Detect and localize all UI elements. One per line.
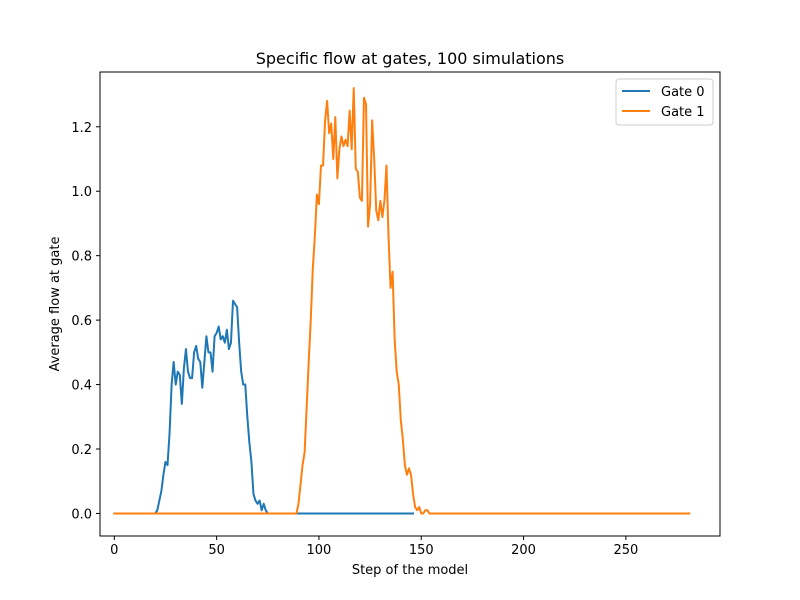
legend-label-1: Gate 1 bbox=[661, 105, 705, 120]
y-tick-label: 0.8 bbox=[71, 250, 92, 265]
x-tick-label: 0 bbox=[110, 543, 118, 558]
plot-frame bbox=[99, 71, 721, 537]
x-tick-label: 150 bbox=[409, 543, 434, 558]
y-axis-label: Average flow at gate bbox=[48, 237, 63, 372]
x-tick-label: 250 bbox=[613, 543, 638, 558]
legend-label-0: Gate 0 bbox=[661, 85, 705, 100]
series-line-0 bbox=[113, 299, 415, 515]
x-tick-label: 200 bbox=[511, 543, 536, 558]
y-tick-label: 0.6 bbox=[71, 314, 92, 329]
x-axis-label: Step of the model bbox=[352, 563, 468, 578]
series-line-1 bbox=[113, 87, 691, 515]
y-tick-label: 0.0 bbox=[71, 507, 92, 522]
y-tick-label: 1.0 bbox=[71, 185, 92, 200]
x-tick-label: 100 bbox=[307, 543, 332, 558]
plot-area: 0 50 100 150 200 250 0.0 0.2 0.4 0.6 0.8 1.0 1.2 bbox=[71, 71, 721, 558]
legend: Gate 0 Gate 1 bbox=[615, 78, 714, 126]
y-tick-label: 1.2 bbox=[71, 121, 92, 136]
y-tick-label: 0.4 bbox=[71, 379, 92, 394]
y-tick-label: 0.2 bbox=[71, 443, 92, 458]
chart-title: Specific flow at gates, 100 simulations bbox=[256, 49, 565, 68]
x-tick-label: 50 bbox=[208, 543, 225, 558]
